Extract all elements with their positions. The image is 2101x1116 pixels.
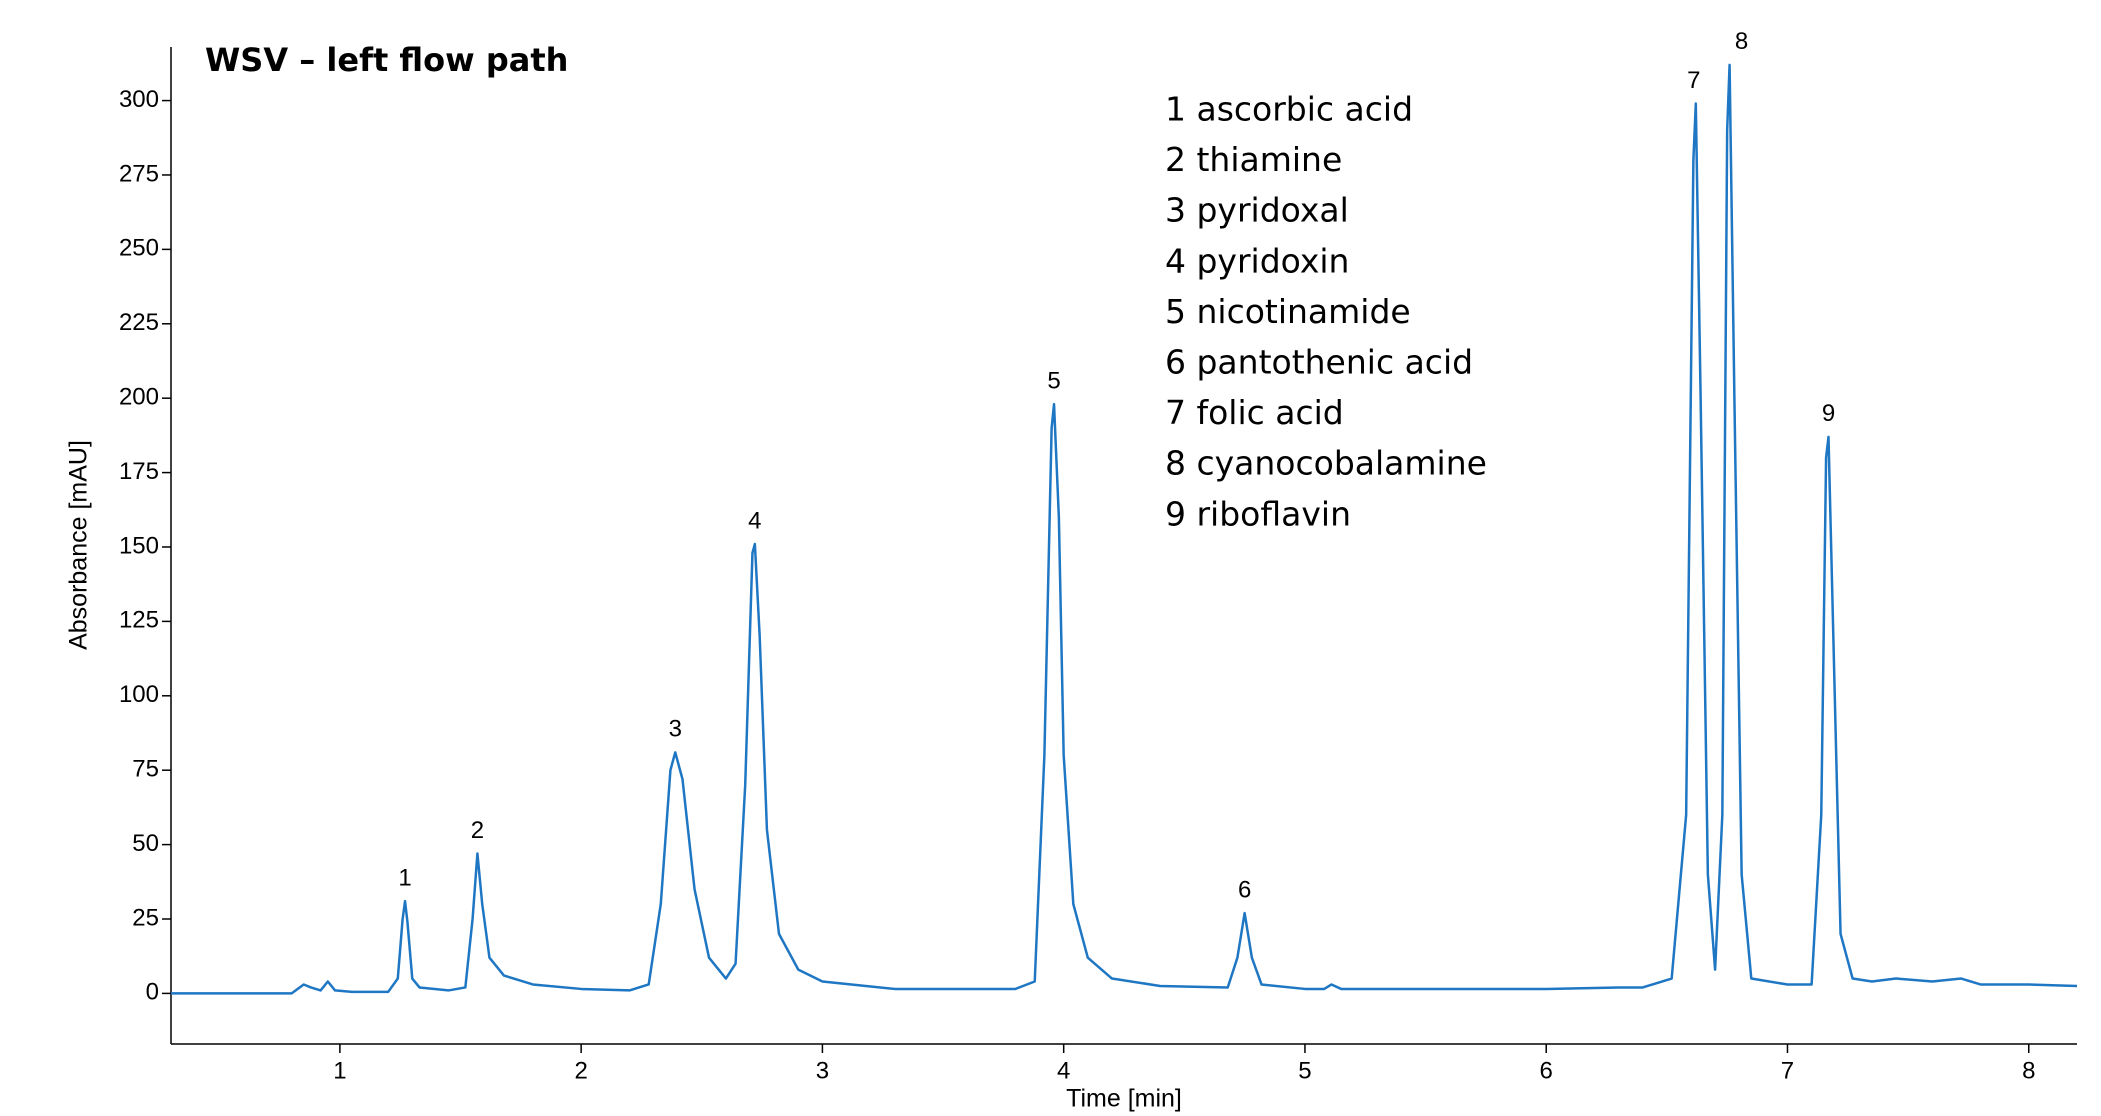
- legend-entry: 6 pantothenic acid: [1165, 343, 1473, 382]
- peak-label: 2: [471, 817, 484, 844]
- peak-label: 5: [1047, 367, 1060, 394]
- legend-entry: 5 nicotinamide: [1165, 292, 1411, 331]
- legend-entry: 7 folic acid: [1165, 393, 1344, 432]
- peak-label: 9: [1822, 400, 1835, 427]
- y-tick-label: 200: [119, 384, 159, 411]
- y-tick-label: 125: [119, 607, 159, 634]
- legend-entry: 3 pyridoxal: [1165, 191, 1349, 230]
- trace: [171, 63, 2078, 995]
- legend-entry: 4 pyridoxin: [1165, 241, 1349, 280]
- x-axis-label: Time [min]: [1066, 1085, 1182, 1113]
- legend-entry: 1 ascorbic acid: [1165, 90, 1413, 129]
- y-tick-label: 25: [132, 904, 159, 931]
- y-axis-label: Absorbance [mAU]: [65, 440, 93, 650]
- legend-entry: 9 riboflavin: [1165, 494, 1351, 533]
- y-tick-label: 275: [119, 160, 159, 187]
- peak-label: 4: [748, 507, 761, 534]
- peak-label: 7: [1687, 67, 1700, 94]
- y-tick-label: 50: [132, 830, 159, 857]
- peak-label: 3: [669, 716, 682, 743]
- y-tick-label: 175: [119, 458, 159, 485]
- x-tick-label: 1: [333, 1057, 346, 1084]
- peak-label: 6: [1238, 876, 1251, 903]
- y-tick-label: 250: [119, 235, 159, 262]
- y-tick-label: 150: [119, 532, 159, 559]
- legend-entry: 2 thiamine: [1165, 140, 1342, 179]
- legend-entry: 8 cyanocobalamine: [1165, 444, 1487, 483]
- x-tick-label: 2: [574, 1057, 587, 1084]
- y-tick-label: 300: [119, 86, 159, 113]
- peak-label: 8: [1735, 28, 1748, 55]
- x-tick-label: 5: [1298, 1057, 1311, 1084]
- peak-label: 1: [398, 864, 411, 891]
- x-tick-label: 4: [1057, 1057, 1070, 1084]
- y-tick-label: 0: [146, 979, 159, 1006]
- chart-title: WSV – left flow path: [205, 41, 568, 79]
- y-tick-label: 100: [119, 681, 159, 708]
- y-tick-label: 225: [119, 309, 159, 336]
- x-tick-label: 8: [2022, 1057, 2035, 1084]
- x-tick-label: 6: [1540, 1057, 1553, 1084]
- y-tick-label: 75: [132, 756, 159, 783]
- x-tick-label: 3: [816, 1057, 829, 1084]
- x-tick-label: 7: [1781, 1057, 1794, 1084]
